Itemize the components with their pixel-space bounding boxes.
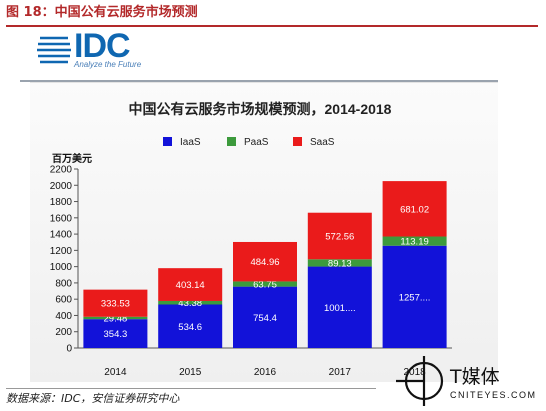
bar-segment-saas xyxy=(233,241,297,282)
y-tick-label: 800 xyxy=(55,278,72,289)
data-label: 484.96 xyxy=(250,257,279,268)
data-label: 681.02 xyxy=(400,204,429,215)
legend-label: SaaS xyxy=(310,137,335,148)
x-tick-label: 2014 xyxy=(104,367,127,378)
data-label: 354.3 xyxy=(104,329,128,340)
watermark-text: T媒体 xyxy=(450,366,500,388)
bar-segment-iaas xyxy=(233,286,297,348)
y-tick-label: 1400 xyxy=(50,230,73,241)
bar-segment-iaas xyxy=(382,245,447,348)
data-label: 29.48 xyxy=(104,313,128,324)
legend-swatch xyxy=(293,137,302,146)
bar-segment-saas xyxy=(158,268,223,301)
bar-segment-iaas xyxy=(158,304,223,348)
watermark-subtext: CNITEYES.COM xyxy=(450,390,537,400)
bar-segment-saas xyxy=(382,181,447,237)
y-tick-label: 1000 xyxy=(50,262,73,273)
y-tick-label: 2000 xyxy=(50,181,73,192)
x-tick-label: 2015 xyxy=(179,367,202,378)
data-label: 534.6 xyxy=(178,322,202,333)
data-label: 572.56 xyxy=(325,232,354,243)
source-note: 数据来源：IDC，安信证券研究中心 xyxy=(6,392,180,405)
data-label: 113.19 xyxy=(400,237,428,248)
legend-swatch xyxy=(163,137,172,146)
legend: IaaS PaaS SaaS xyxy=(163,137,335,148)
legend-label: PaaS xyxy=(244,137,269,148)
chart-title: 中国公有云服务市场规模预测，2014-2018 xyxy=(129,101,392,117)
figure-title: 图 18：中国公有云服务市场预测 xyxy=(6,5,198,20)
y-tick-label: 1600 xyxy=(50,213,73,224)
x-tick-label: 2018 xyxy=(403,367,426,378)
y-tick-label: 0 xyxy=(66,344,72,355)
legend-swatch xyxy=(227,137,236,146)
x-tick-label: 2016 xyxy=(254,367,277,378)
data-label: 43.38 xyxy=(178,298,202,309)
title-divider xyxy=(6,25,538,27)
y-tick-label: 2200 xyxy=(50,165,73,176)
logo-brand: IDC xyxy=(74,27,131,65)
data-label: 403.14 xyxy=(176,280,205,291)
y-tick-label: 200 xyxy=(55,327,72,338)
bar-segment-saas xyxy=(307,212,372,260)
bar-segment-paas xyxy=(382,236,447,246)
bars-group: 354.3 29.48 333.53 534.6 43.38 403.14 754.4 63.… xyxy=(83,181,447,348)
data-label: 89.13 xyxy=(328,258,352,269)
bar-segment-iaas xyxy=(307,266,372,348)
y-tick-label: 1800 xyxy=(50,197,73,208)
data-label: 333.53 xyxy=(101,299,130,310)
idc-logo-icon xyxy=(37,36,71,64)
panel-divider xyxy=(20,80,498,82)
x-axis: 2014 2015 2016 2017 2018 xyxy=(104,367,426,378)
bar-segment-saas xyxy=(83,289,148,317)
y-tick-label: 400 xyxy=(55,311,72,322)
bar-segment-paas xyxy=(307,259,372,267)
data-label: 63.75 xyxy=(253,280,277,291)
y-axis-unit-label: 百万美元 xyxy=(52,152,92,165)
source-divider xyxy=(6,388,376,389)
bar-segment-paas xyxy=(158,300,223,305)
data-label: 1257.... xyxy=(399,292,431,303)
y-tick-label: 600 xyxy=(55,295,72,306)
data-label: 1001.... xyxy=(324,303,356,314)
bar-segment-iaas xyxy=(83,319,148,348)
logo-tagline: Analyze the Future xyxy=(74,60,142,69)
legend-label: IaaS xyxy=(180,137,201,148)
x-tick-label: 2017 xyxy=(329,367,352,378)
data-label: 754.4 xyxy=(253,313,277,324)
y-tick-label: 1200 xyxy=(50,246,73,257)
bar-segment-paas xyxy=(233,281,297,287)
watermark-logo-icon xyxy=(396,356,444,406)
bar-segment-paas xyxy=(83,316,148,320)
